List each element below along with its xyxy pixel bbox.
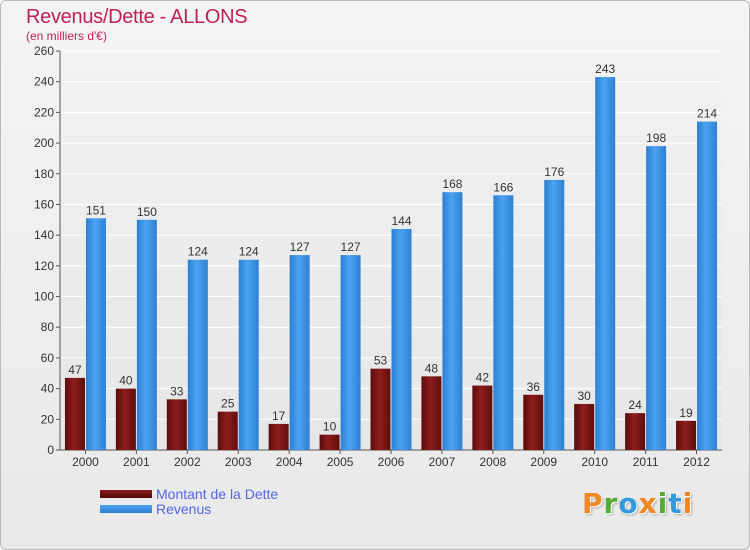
bar-revenus — [289, 255, 310, 450]
y-tick-label: 160 — [34, 197, 54, 211]
data-label-dette: 36 — [527, 380, 541, 394]
logo-letter: r — [603, 487, 619, 520]
x-tick-label: 2004 — [276, 455, 303, 469]
legend-item-dette: Montant de la Dette — [100, 485, 279, 502]
bar-dette — [268, 423, 289, 450]
legend-item-revenus: Revenus — [100, 500, 278, 517]
y-tick-label: 220 — [34, 105, 54, 119]
bar-dette — [676, 420, 697, 450]
data-label-revenus: 176 — [544, 165, 564, 179]
x-tick-label: 2012 — [683, 455, 710, 469]
data-label-dette: 48 — [425, 361, 439, 375]
legend-label-revenus: Revenus — [156, 500, 212, 517]
data-label-revenus: 168 — [442, 177, 462, 191]
bar-revenus — [238, 259, 259, 450]
y-tick-label: 240 — [34, 75, 54, 89]
legend-swatch-revenus — [100, 504, 152, 513]
data-label-revenus: 151 — [86, 203, 106, 217]
bar-revenus — [544, 179, 565, 450]
bar-dette — [370, 368, 391, 450]
bar-revenus — [85, 218, 106, 450]
data-label-dette: 53 — [374, 354, 388, 368]
data-label-revenus: 127 — [290, 240, 310, 254]
bar-dette — [166, 399, 187, 450]
bar-dette — [64, 377, 85, 450]
data-label-revenus: 127 — [341, 240, 361, 254]
x-tick-label: 2000 — [72, 455, 99, 469]
bar-revenus — [340, 255, 361, 450]
y-tick-label: 120 — [34, 259, 54, 273]
chart-title: Revenus/Dette - ALLONS — [26, 6, 248, 28]
y-tick-label: 180 — [34, 167, 54, 181]
data-label-revenus: 243 — [595, 62, 615, 76]
data-label-dette: 30 — [578, 389, 592, 403]
y-tick-label: 60 — [41, 351, 55, 365]
logo-letter: x — [638, 487, 658, 520]
logo-letter: P — [582, 487, 604, 520]
y-tick-label: 0 — [47, 443, 54, 457]
data-label-dette: 24 — [628, 398, 642, 412]
x-tick-label: 2009 — [530, 455, 557, 469]
data-label-revenus: 144 — [391, 214, 411, 228]
data-label-revenus: 198 — [646, 131, 666, 145]
bar-dette — [319, 434, 340, 450]
bar-dette — [523, 394, 544, 450]
x-tick-label: 2007 — [429, 455, 456, 469]
bar-dette — [574, 403, 595, 450]
chart-subtitle: (en milliers d'€) — [26, 29, 107, 43]
data-label-dette: 33 — [170, 384, 184, 398]
legend-swatch-dette — [100, 489, 152, 498]
plot-area — [60, 51, 722, 450]
data-label-dette: 19 — [679, 406, 693, 420]
legend: Montant de la Dette Revenus — [100, 485, 279, 517]
data-label-dette: 42 — [476, 371, 490, 385]
bar-dette — [115, 388, 136, 450]
bar-revenus — [136, 219, 157, 450]
data-label-revenus: 214 — [697, 107, 717, 121]
bar-revenus — [493, 195, 514, 450]
x-tick-label: 2003 — [225, 455, 252, 469]
bar-revenus — [187, 259, 208, 450]
data-label-revenus: 124 — [188, 245, 208, 259]
bar-revenus — [391, 229, 412, 450]
data-label-revenus: 166 — [493, 180, 513, 194]
x-tick-label: 2001 — [123, 455, 150, 469]
logo-letter: t — [668, 487, 683, 520]
data-label-dette: 25 — [221, 397, 235, 411]
legend-label-dette: Montant de la Dette — [156, 485, 279, 502]
x-tick-label: 2005 — [327, 455, 354, 469]
data-label-dette: 17 — [272, 409, 286, 423]
y-tick-label: 140 — [34, 228, 54, 242]
y-tick-label: 260 — [34, 44, 54, 58]
data-label-dette: 47 — [68, 363, 82, 377]
data-label-dette: 40 — [119, 374, 133, 388]
logo-letter: i — [657, 487, 669, 520]
x-tick-label: 2011 — [633, 455, 659, 469]
y-tick-label: 100 — [34, 290, 54, 304]
y-tick-label: 20 — [41, 412, 55, 426]
bar-dette — [472, 385, 493, 450]
bar-dette — [217, 411, 238, 450]
logo-letter: i — [682, 487, 694, 520]
x-tick-label: 2002 — [174, 455, 201, 469]
bar-revenus — [646, 146, 667, 450]
bar-revenus — [595, 77, 616, 450]
bar-dette — [625, 413, 646, 450]
data-label-revenus: 124 — [239, 245, 259, 259]
y-tick-label: 40 — [41, 382, 55, 396]
x-tick-label: 2008 — [479, 455, 506, 469]
y-tick-label: 80 — [41, 320, 55, 334]
bar-dette — [421, 376, 442, 450]
x-tick-label: 2006 — [378, 455, 405, 469]
x-tick-label: 2010 — [581, 455, 608, 469]
y-tick-label: 200 — [34, 136, 54, 150]
bar-revenus — [442, 192, 463, 450]
data-label-revenus: 150 — [137, 205, 157, 219]
bar-revenus — [697, 121, 718, 450]
data-label-dette: 10 — [323, 420, 337, 434]
logo-letter: o — [618, 487, 639, 520]
proxiti-logo: Proxiti — [582, 487, 693, 520]
